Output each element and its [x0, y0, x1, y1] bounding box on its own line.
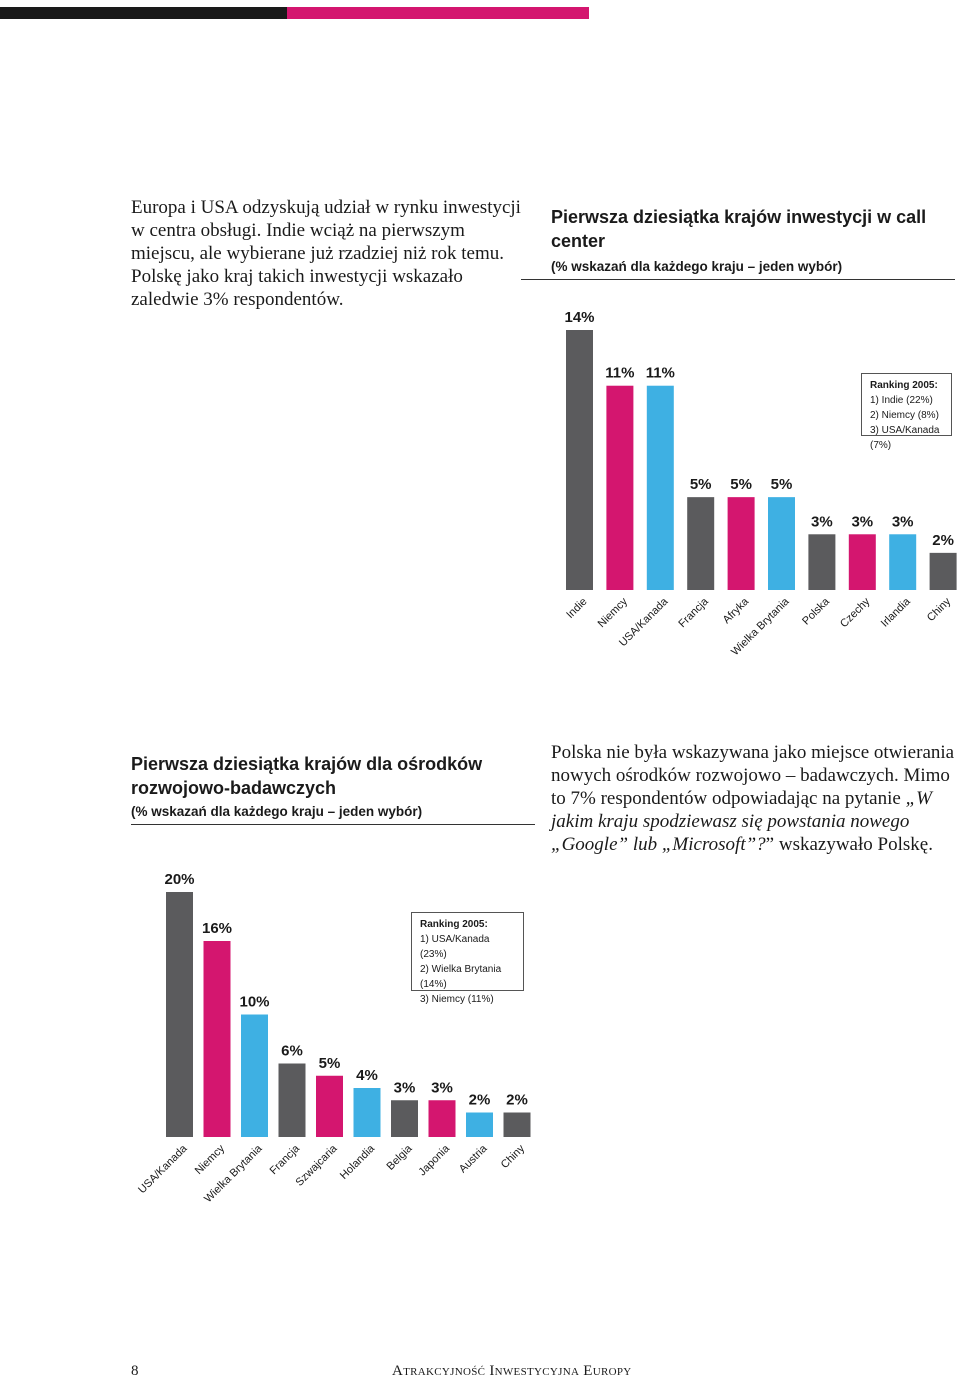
header-bar-black [0, 7, 287, 19]
footer-title: Atrakcyjność Inwestycyjna Europy [392, 1363, 632, 1379]
page-number: 8 [131, 1363, 139, 1379]
chart1-ranking-item-3: 3) USA/Kanada (7%) [870, 425, 940, 451]
chart2-category-label-8: Austria [457, 1142, 490, 1175]
chart2-value-label-2: 10% [239, 994, 269, 1011]
chart2-category-label-1: Niemcy [193, 1142, 228, 1177]
chart2-category-label-0: USA/Kanada [136, 1142, 190, 1196]
chart1-value-label-8: 3% [892, 513, 914, 530]
chart1-value-label-9: 2% [932, 532, 954, 549]
chart1-value-label-7: 3% [851, 513, 873, 530]
chart2-title: Pierwsza dziesiątka krajów dla ośrodków … [131, 754, 483, 798]
chart1-bar-8 [889, 534, 917, 590]
side-text-part2: ” wskazywało Polskę. [765, 834, 933, 855]
chart2-value-label-9: 2% [506, 1092, 528, 1109]
chart2-bar-8 [466, 1112, 493, 1137]
chart2-bar-2 [241, 1014, 268, 1137]
chart2-value-label-0: 20% [164, 871, 194, 888]
chart2-bar-7 [428, 1100, 456, 1137]
chart1-bar-9 [929, 552, 957, 590]
chart1-ranking-item-2: 2) Niemcy (8%) [870, 410, 939, 421]
chart1-bar-7 [848, 534, 876, 590]
chart2-value-label-5: 4% [356, 1067, 378, 1084]
chart1-value-label-3: 5% [690, 476, 712, 493]
chart1-ranking-item-1: 1) Indie (22%) [870, 395, 933, 406]
chart1-subtitle: (% wskazań dla każdego kraju – jeden wyb… [551, 259, 843, 274]
chart2-value-label-7: 3% [431, 1079, 453, 1096]
chart2-category-label-4: Szwajcaria [294, 1142, 341, 1189]
chart1-bar-4 [727, 497, 755, 590]
chart2-bar-3 [278, 1063, 306, 1137]
chart1-ranking-title: Ranking 2005: [870, 380, 938, 391]
chart2-category-label-9: Chiny [499, 1142, 528, 1171]
chart2-bar-9 [503, 1112, 531, 1137]
side-text-question: „W jakim kraju spodziewasz się powstania… [551, 788, 932, 855]
chart1-bar-0 [566, 330, 593, 590]
chart1-bar-6 [808, 534, 836, 590]
chart2-value-label-1: 16% [202, 920, 232, 937]
chart2-bar-0 [166, 892, 193, 1137]
chart2-bar-6 [391, 1100, 418, 1137]
chart1-bar-3 [687, 497, 715, 590]
chart2-ranking-title: Ranking 2005: [420, 919, 488, 930]
side-text-part1: Polska nie była wskazywana jako miejsce … [551, 742, 955, 809]
chart1-value-label-5: 5% [771, 476, 793, 493]
chart2-category-label-3: Francja [268, 1142, 303, 1177]
chart1-ranking-box: Ranking 2005: 1) Indie (22%) 2) Niemcy (… [861, 373, 952, 451]
chart1-value-label-0: 14% [564, 309, 594, 326]
chart1-title: Pierwsza dziesiątka krajów inwestycji w … [551, 207, 927, 251]
chart1-bar-1 [606, 385, 634, 590]
chart2-bar-1 [203, 941, 231, 1137]
chart1-bar-2 [646, 385, 674, 590]
chart2-ranking-item-1: 1) USA/Kanada (23%) [420, 934, 490, 960]
chart1-bar-5 [768, 497, 795, 590]
chart1-value-label-2: 11% [646, 365, 675, 382]
chart1-value-label-4: 5% [730, 476, 752, 493]
chart2-category-label-7: Japonia [416, 1142, 452, 1178]
chart2-ranking-item-2: 2) Wielka Brytania (14%) [420, 964, 502, 990]
chart2-bar-4 [316, 1075, 343, 1137]
chart2-category-label-5: Holandia [338, 1142, 378, 1182]
chart2-bar-5 [353, 1088, 381, 1137]
header-bar-pink [287, 7, 589, 19]
chart1-rule [521, 279, 955, 280]
chart2-value-label-6: 3% [394, 1079, 416, 1096]
chart1-value-label-6: 3% [811, 513, 833, 530]
chart2-value-label-4: 5% [319, 1055, 341, 1072]
intro-text: Europa i USA odzyskują udział w rynku in… [131, 197, 521, 310]
chart2-category-label-6: Belgia [385, 1142, 416, 1173]
side-text: Polska nie była wskazywana jako miejsce … [551, 741, 956, 856]
chart2-subtitle: (% wskazań dla każdego kraju – jeden wyb… [131, 804, 423, 819]
chart1-svg: 14%Indie11%Niemcy11%USA/Kanada5%Francja5… [564, 309, 957, 658]
chart2-rule [131, 824, 535, 825]
chart2-ranking-box: Ranking 2005: 1) USA/Kanada (23%) 2) Wie… [411, 912, 524, 1005]
chart2-value-label-8: 2% [469, 1092, 491, 1109]
chart1-value-label-1: 11% [605, 365, 634, 382]
chart2-ranking-item-3: 3) Niemcy (11%) [420, 994, 494, 1005]
chart2-value-label-3: 6% [281, 1043, 303, 1060]
